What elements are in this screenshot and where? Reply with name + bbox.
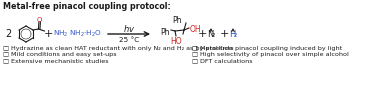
Text: +: + <box>220 29 229 39</box>
Text: □ Mild conditions and easy set-ups: □ Mild conditions and easy set-ups <box>3 52 117 57</box>
Text: □ Metal-free pinacol coupling induced by light: □ Metal-free pinacol coupling induced by… <box>192 46 342 51</box>
Text: □ Hydrazine as clean HAT reductant with only N₂ and H₂ as by-products: □ Hydrazine as clean HAT reductant with … <box>3 46 234 51</box>
Text: $hv$: $hv$ <box>123 23 135 34</box>
Text: 2: 2 <box>212 33 215 38</box>
Text: O: O <box>36 16 42 23</box>
Text: OH: OH <box>190 24 201 34</box>
Text: H: H <box>229 29 235 39</box>
Text: HO: HO <box>170 36 182 45</box>
Text: NH$_2$ NH$_2$·H$_2$O: NH$_2$ NH$_2$·H$_2$O <box>53 29 102 39</box>
Text: □ DFT calculations: □ DFT calculations <box>192 58 253 63</box>
Text: Ph: Ph <box>172 15 182 24</box>
Text: N: N <box>207 29 213 39</box>
Text: Metal-free pinacol coupling protocol:: Metal-free pinacol coupling protocol: <box>3 2 171 11</box>
Text: Ph: Ph <box>161 28 170 36</box>
Text: □ Extensive mechanistic studies: □ Extensive mechanistic studies <box>3 58 108 63</box>
Text: +: + <box>198 29 208 39</box>
Text: 25 °C: 25 °C <box>119 36 139 43</box>
Text: □ High selectivity of pinacol over simple alcohol: □ High selectivity of pinacol over simpl… <box>192 52 349 57</box>
Text: 2: 2 <box>5 29 11 39</box>
Text: 2: 2 <box>234 33 237 38</box>
Text: +: + <box>43 29 53 39</box>
